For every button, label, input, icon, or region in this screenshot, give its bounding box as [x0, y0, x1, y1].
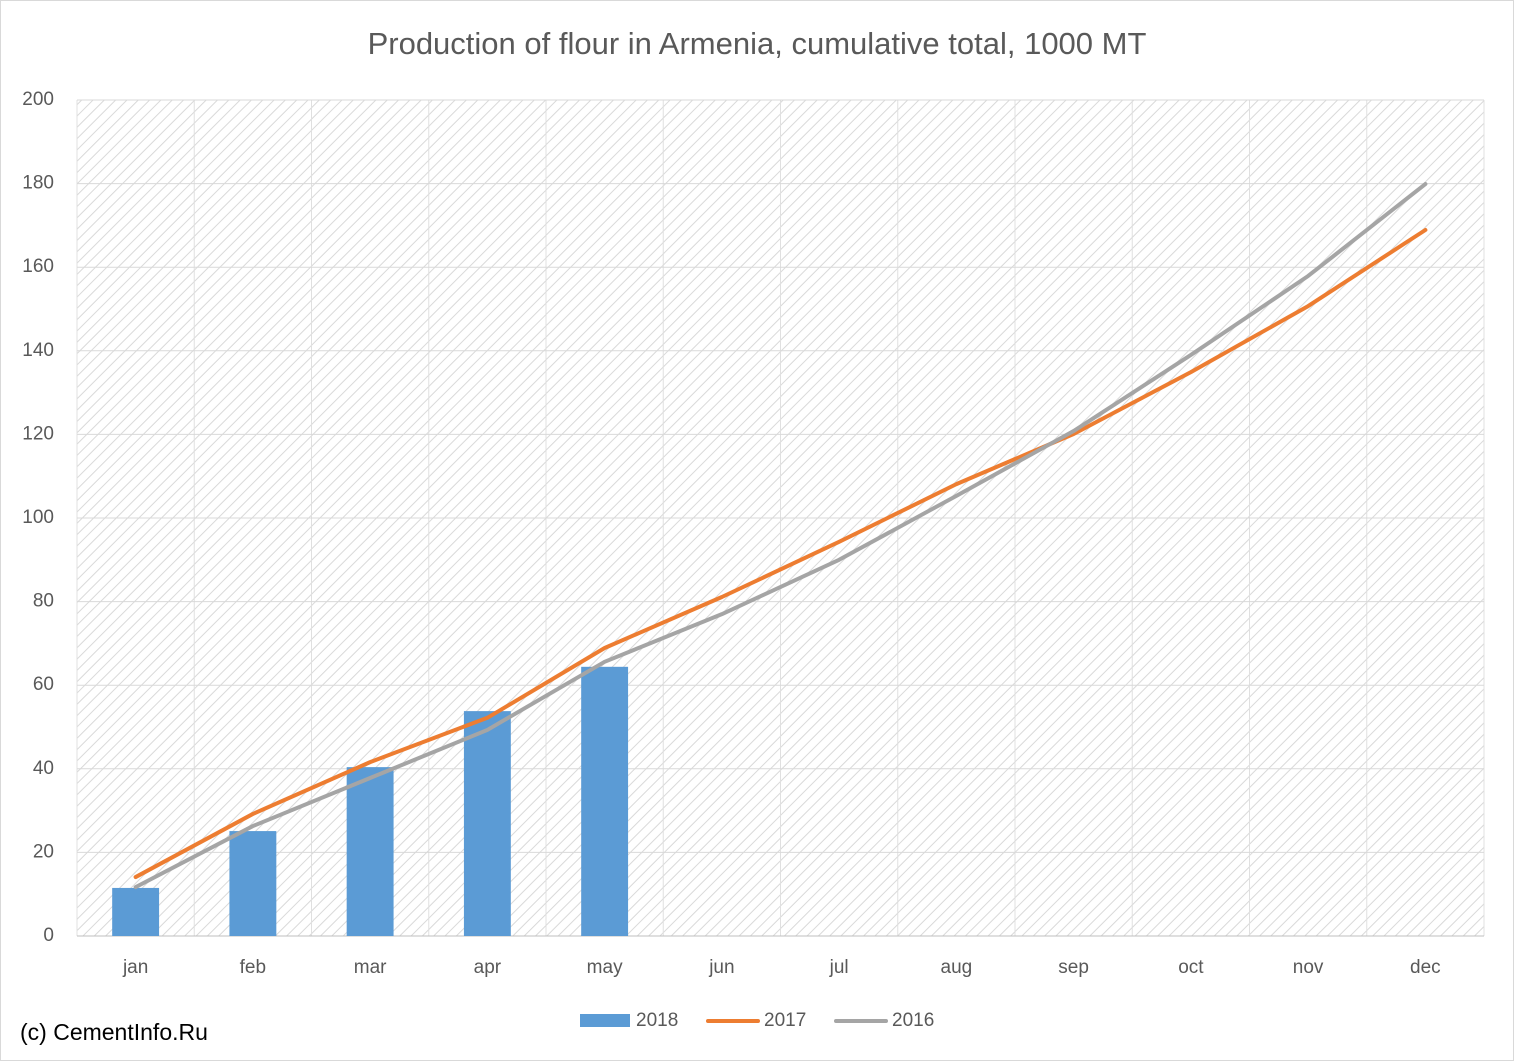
bar	[581, 666, 629, 936]
bar	[463, 711, 511, 936]
y-tick-label: 0	[43, 925, 54, 946]
x-tick-label: jun	[708, 957, 734, 978]
y-tick-label: 80	[33, 591, 54, 612]
line	[133, 182, 1428, 890]
source-note: (c) CementInfo.Ru	[20, 1019, 208, 1045]
x-tick-label: aug	[941, 957, 973, 978]
y-tick-label: 20	[33, 841, 54, 862]
y-tick-label: 60	[33, 674, 54, 695]
y-tick-label: 160	[22, 256, 54, 277]
y-tick-label: 100	[22, 507, 54, 528]
x-tick-label: sep	[1058, 957, 1089, 978]
x-tick-label: dec	[1410, 957, 1441, 978]
x-tick-label: jan	[122, 957, 148, 978]
bar	[346, 767, 394, 936]
line	[133, 227, 1428, 880]
legend-label: 2016	[892, 1010, 934, 1031]
y-tick-label: 180	[22, 173, 54, 194]
bar	[229, 831, 277, 936]
y-tick-label: 140	[22, 340, 54, 361]
y-tick-label: 200	[22, 89, 54, 110]
y-tick-label: 120	[22, 423, 54, 444]
x-tick-label: jul	[829, 957, 849, 978]
legend-label: 2017	[764, 1010, 806, 1031]
chart-title: Production of flour in Armenia, cumulati…	[368, 26, 1147, 61]
x-tick-label: apr	[474, 957, 502, 978]
legend-swatch	[580, 1014, 630, 1027]
x-tick-label: oct	[1178, 957, 1204, 978]
x-tick-label: mar	[354, 957, 387, 978]
bar	[112, 887, 160, 936]
x-tick-label: nov	[1293, 957, 1324, 978]
y-tick-label: 40	[33, 758, 54, 779]
legend-label: 2018	[636, 1010, 678, 1031]
x-tick-label: feb	[240, 957, 266, 978]
x-tick-label: may	[587, 957, 623, 978]
